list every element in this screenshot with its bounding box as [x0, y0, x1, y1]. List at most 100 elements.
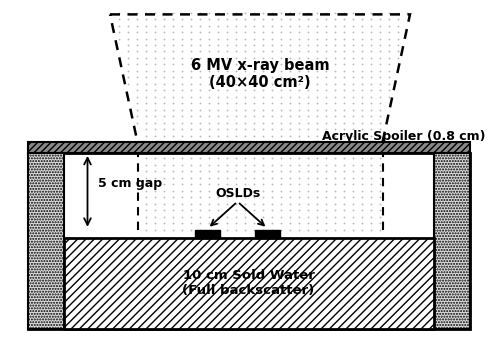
Point: [160, 81, 168, 87]
Point: [295, 220, 303, 226]
Point: [169, 194, 177, 200]
Point: [214, 23, 222, 28]
Point: [160, 87, 168, 93]
Point: [169, 68, 177, 74]
Point: [205, 168, 213, 174]
Point: [160, 94, 168, 100]
Point: [331, 175, 339, 181]
Point: [286, 29, 294, 35]
Point: [196, 62, 204, 67]
Point: [295, 181, 303, 187]
Point: [124, 29, 132, 35]
Point: [232, 207, 240, 213]
Point: [142, 168, 150, 174]
Point: [304, 188, 312, 194]
Point: [286, 194, 294, 200]
Point: [304, 23, 312, 28]
Point: [241, 107, 249, 113]
Point: [331, 194, 339, 200]
Point: [232, 107, 240, 113]
Point: [286, 227, 294, 233]
Point: [313, 149, 321, 155]
Point: [313, 107, 321, 113]
Point: [322, 10, 330, 15]
Point: [349, 94, 357, 100]
Point: [142, 126, 150, 132]
Point: [385, 36, 393, 41]
Point: [376, 227, 384, 233]
Point: [232, 81, 240, 87]
Point: [196, 149, 204, 155]
Point: [151, 36, 159, 41]
Point: [331, 68, 339, 74]
Point: [250, 194, 258, 200]
Point: [124, 68, 132, 74]
Point: [205, 113, 213, 119]
Point: [286, 94, 294, 100]
Point: [151, 133, 159, 139]
Point: [358, 162, 366, 168]
Point: [358, 168, 366, 174]
Point: [160, 49, 168, 54]
Point: [187, 16, 195, 22]
Point: [304, 139, 312, 145]
Point: [286, 207, 294, 213]
Point: [367, 175, 375, 181]
Point: [115, 29, 123, 35]
Point: [178, 87, 186, 93]
Point: [223, 162, 231, 168]
Point: [205, 87, 213, 93]
Point: [286, 214, 294, 220]
Point: [223, 29, 231, 35]
Point: [205, 55, 213, 61]
Point: [151, 139, 159, 145]
Point: [259, 194, 267, 200]
Point: [286, 113, 294, 119]
Point: [124, 23, 132, 28]
Point: [385, 55, 393, 61]
Text: Acrylic Spoiler (0.8 cm): Acrylic Spoiler (0.8 cm): [322, 130, 485, 143]
Point: [304, 42, 312, 48]
Point: [223, 55, 231, 61]
Point: [214, 68, 222, 74]
Point: [160, 62, 168, 67]
Point: [367, 55, 375, 61]
Point: [331, 100, 339, 106]
Point: [259, 94, 267, 100]
Point: [313, 156, 321, 161]
Point: [394, 23, 402, 28]
Point: [286, 23, 294, 28]
Point: [259, 29, 267, 35]
Point: [322, 29, 330, 35]
Point: [277, 81, 285, 87]
Point: [196, 120, 204, 126]
Point: [196, 49, 204, 54]
Point: [304, 87, 312, 93]
Point: [187, 55, 195, 61]
Point: [169, 214, 177, 220]
Point: [178, 139, 186, 145]
Point: [133, 62, 141, 67]
Point: [340, 29, 348, 35]
Point: [358, 16, 366, 22]
Point: [331, 62, 339, 67]
Point: [214, 107, 222, 113]
Point: [268, 194, 276, 200]
Point: [358, 75, 366, 80]
Point: [340, 175, 348, 181]
Point: [232, 181, 240, 187]
Point: [250, 201, 258, 207]
Point: [133, 75, 141, 80]
Point: [268, 156, 276, 161]
Point: [250, 62, 258, 67]
Point: [259, 126, 267, 132]
Point: [331, 162, 339, 168]
Point: [187, 139, 195, 145]
Point: [349, 188, 357, 194]
Point: [241, 120, 249, 126]
Point: [223, 156, 231, 161]
Point: [322, 175, 330, 181]
Point: [187, 181, 195, 187]
Point: [367, 162, 375, 168]
Point: [124, 62, 132, 67]
